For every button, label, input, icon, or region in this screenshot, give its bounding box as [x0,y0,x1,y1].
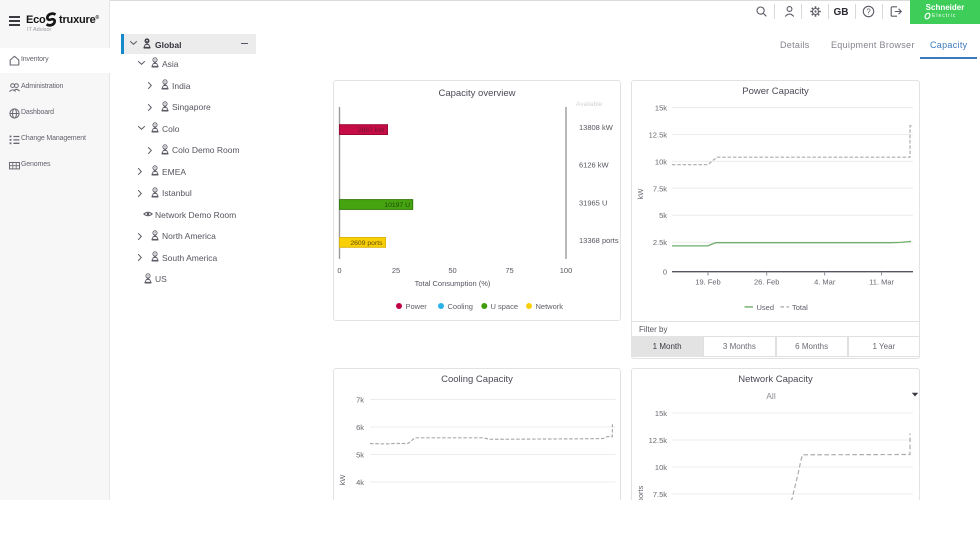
svg-text:50: 50 [448,266,456,275]
svg-text:15k: 15k [655,409,667,418]
svg-text:7k: 7k [356,396,364,405]
svg-text:10k: 10k [655,157,667,166]
svg-text:5k: 5k [659,211,667,220]
svg-text:?: ? [866,7,871,16]
svg-text:4. Mar: 4. Mar [814,278,836,287]
svg-text:12.5k: 12.5k [649,436,668,445]
svg-text:kW: kW [636,188,645,200]
svg-text:Used: Used [757,303,775,312]
svg-text:Network: Network [536,302,564,311]
svg-text:13368 ports: 13368 ports [579,236,619,245]
svg-text:26. Feb: 26. Feb [754,278,779,287]
svg-text:25: 25 [392,266,400,275]
svg-text:19. Feb: 19. Feb [695,278,720,287]
svg-text:31965 U: 31965 U [579,199,607,208]
svg-text:7.5k: 7.5k [653,490,667,499]
svg-text:kW: kW [338,474,347,486]
svg-text:Power: Power [406,302,428,311]
svg-text:10k: 10k [655,463,667,472]
svg-text:Total Consumption (%): Total Consumption (%) [415,279,491,288]
svg-text:2609 ports: 2609 ports [350,240,383,247]
svg-text:6126 kW: 6126 kW [579,161,610,170]
svg-text:2887 kW: 2887 kW [358,127,385,134]
svg-text:Cooling: Cooling [448,302,473,311]
svg-text:11. Mar: 11. Mar [869,278,894,287]
svg-text:13808 kW: 13808 kW [579,123,614,132]
svg-text:12.5k: 12.5k [649,131,668,140]
svg-text:7.5k: 7.5k [653,184,667,193]
svg-text:5k: 5k [356,451,364,460]
svg-text:0: 0 [663,268,667,277]
svg-text:4k: 4k [356,478,364,487]
svg-text:U space: U space [491,302,519,311]
svg-text:15k: 15k [655,104,667,113]
svg-text:Total: Total [792,303,808,312]
svg-text:75: 75 [505,266,513,275]
svg-text:10197 U: 10197 U [384,202,410,209]
svg-text:100: 100 [560,266,573,275]
svg-text:2.5k: 2.5k [653,238,667,247]
svg-text:0: 0 [337,266,341,275]
svg-text:ports: ports [636,485,645,500]
svg-text:6k: 6k [356,423,364,432]
